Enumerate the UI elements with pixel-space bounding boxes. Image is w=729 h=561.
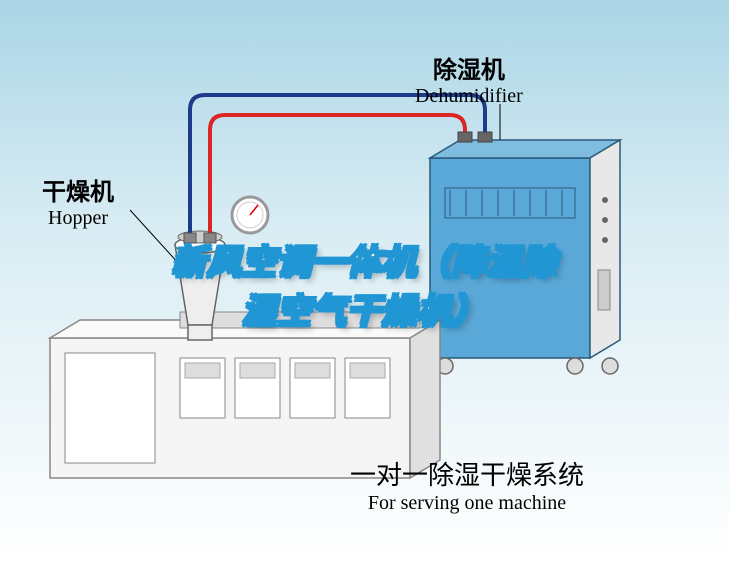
hopper-label: 干燥机 Hopper [42,172,114,230]
dehumidifier-label-cn: 除湿机 [415,50,523,85]
dehumidifier-label-en: Dehumidifier [415,85,523,108]
dehumidifier-label: 除湿机 Dehumidifier [415,50,523,108]
system-label-en: For serving one machine [350,492,584,515]
system-label-cn: 一对一除湿干燥系统 [350,455,584,492]
overlay-title: 新风空调一体机（降温除 湿空气干燥机） [0,235,729,333]
overlay-line2: 湿空气干燥机） [0,284,729,333]
overlay-line1: 新风空调一体机（降温除 [0,235,729,284]
system-label: 一对一除湿干燥系统 For serving one machine [350,455,584,515]
hopper-label-en: Hopper [42,207,114,230]
hopper-label-cn: 干燥机 [42,172,114,207]
